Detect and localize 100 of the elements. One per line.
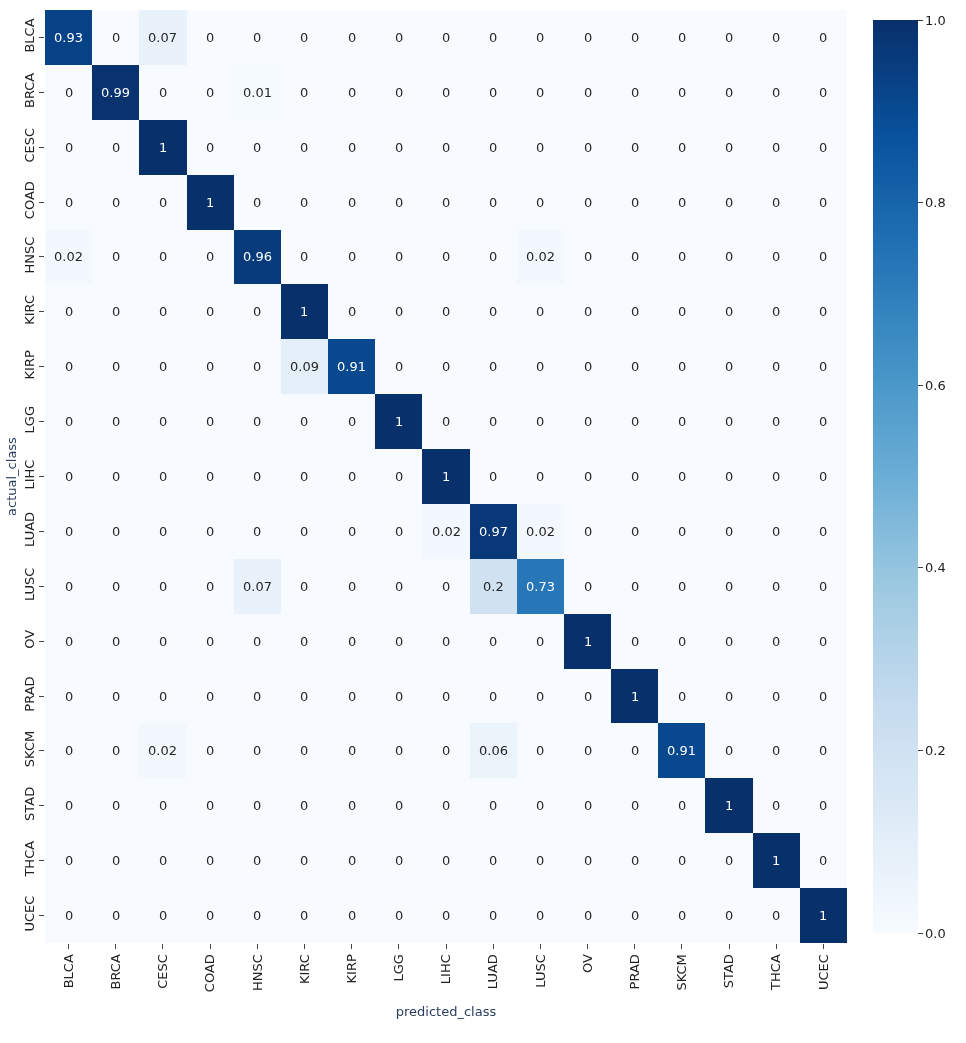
y-tick-label: UCEC [21, 895, 37, 932]
color-bar-label: 0.2 [925, 742, 946, 758]
data-label: 0 [112, 853, 121, 868]
data-label: 0 [348, 30, 357, 45]
data-label: 0 [253, 414, 262, 429]
data-label: 0 [348, 908, 357, 923]
data-label: 0 [678, 195, 687, 210]
data-label: 0 [584, 414, 593, 429]
data-label: 0 [395, 85, 404, 100]
data-label: 0 [678, 853, 687, 868]
data-label: 0 [159, 469, 168, 484]
data-label: 0 [678, 414, 687, 429]
x-tick-label: BLCA [60, 954, 76, 989]
data-label: 0 [112, 579, 121, 594]
data-label: 0 [584, 908, 593, 923]
data-label: 0 [159, 304, 168, 319]
data-label: 0 [819, 634, 828, 649]
data-label: 0 [395, 524, 404, 539]
x-tick-label: COAD [202, 954, 218, 993]
data-label: 0 [489, 689, 498, 704]
data-label: 0 [112, 689, 121, 704]
data-label: 0 [725, 195, 734, 210]
data-label: 0 [442, 249, 451, 264]
x-tick-label: UCEC [815, 954, 831, 991]
data-label: 0 [725, 359, 734, 374]
data-label: 0 [678, 30, 687, 45]
data-label: 0.02 [526, 249, 555, 264]
x-axis-title: predicted_class [395, 1003, 497, 1019]
data-label: 0 [819, 30, 828, 45]
data-label: 0 [631, 30, 640, 45]
data-label: 0 [536, 359, 545, 374]
y-axis-title: actual_class [3, 436, 19, 516]
data-label: 0.02 [432, 524, 461, 539]
data-label: 0 [725, 908, 734, 923]
data-label: 0 [442, 195, 451, 210]
data-label: 0 [112, 908, 121, 923]
data-label: 0 [65, 743, 74, 758]
color-bar-label: 0.6 [925, 377, 946, 393]
data-label: 0 [112, 359, 121, 374]
data-label: 0 [300, 579, 309, 594]
data-label: 0 [631, 249, 640, 264]
data-label: 0 [772, 634, 781, 649]
data-label: 0 [395, 634, 404, 649]
data-label: 0 [112, 195, 121, 210]
data-label: 0.01 [243, 85, 272, 100]
data-label: 0 [725, 524, 734, 539]
data-label: 0 [442, 359, 451, 374]
data-label: 0.93 [54, 30, 83, 45]
data-label: 0 [206, 469, 215, 484]
y-tick-label: BRCA [21, 72, 37, 109]
data-label: 0 [772, 414, 781, 429]
data-label: 0 [395, 908, 404, 923]
y-tick-label: HNSC [21, 236, 37, 274]
data-label: 0 [206, 908, 215, 923]
data-label: 0 [253, 30, 262, 45]
data-label: 0 [819, 798, 828, 813]
data-label: 0 [442, 743, 451, 758]
data-label: 0 [206, 579, 215, 594]
data-label: 0 [159, 359, 168, 374]
data-label: 0 [819, 524, 828, 539]
data-label: 0 [300, 85, 309, 100]
data-label: 0 [584, 85, 593, 100]
data-label: 1 [772, 853, 781, 868]
data-label: 0.73 [526, 579, 555, 594]
data-label: 0 [631, 414, 640, 429]
data-label: 0.02 [54, 249, 83, 264]
data-label: 0 [253, 634, 262, 649]
data-label: 0 [819, 304, 828, 319]
data-label: 0 [300, 414, 309, 429]
data-label: 0 [536, 908, 545, 923]
data-label: 0 [536, 634, 545, 649]
data-label: 0 [819, 579, 828, 594]
data-label: 0 [206, 798, 215, 813]
data-label: 0 [112, 634, 121, 649]
data-label: 0 [300, 743, 309, 758]
data-label: 0 [631, 743, 640, 758]
data-label: 0 [631, 469, 640, 484]
data-label: 0 [112, 249, 121, 264]
data-label: 0 [489, 634, 498, 649]
data-label: 1 [206, 195, 215, 210]
data-label: 0 [772, 524, 781, 539]
data-label: 0 [819, 249, 828, 264]
data-label: 0 [159, 195, 168, 210]
data-label: 0 [819, 85, 828, 100]
data-label: 0 [584, 195, 593, 210]
data-label: 0 [631, 798, 640, 813]
data-label: 0 [772, 30, 781, 45]
data-label: 0 [112, 304, 121, 319]
data-label: 0 [395, 853, 404, 868]
x-tick-label: SKCM [674, 954, 690, 991]
data-label: 0 [395, 140, 404, 155]
data-label: 0 [772, 359, 781, 374]
y-tick-label: LUAD [21, 511, 37, 547]
data-label: 0 [300, 30, 309, 45]
data-label: 0 [678, 689, 687, 704]
data-label: 0 [300, 798, 309, 813]
data-label: 0 [159, 524, 168, 539]
data-label: 0 [206, 524, 215, 539]
data-label: 0.07 [148, 30, 177, 45]
data-label: 0 [300, 853, 309, 868]
